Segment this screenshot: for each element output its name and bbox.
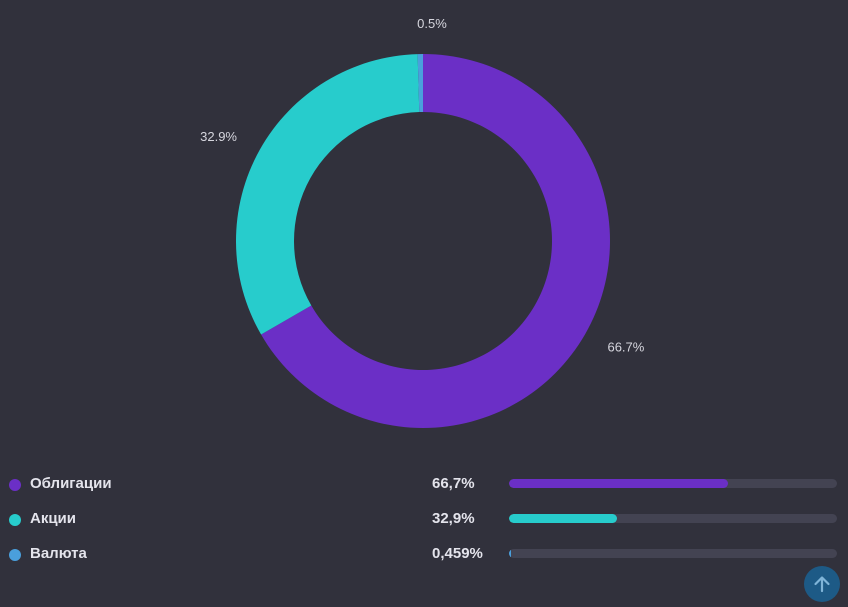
arrow-up-icon <box>814 576 830 593</box>
donut-slice-label-1: 32.9% <box>200 129 237 144</box>
legend-value-currency: 0,459% <box>432 545 483 562</box>
legend-dot-bonds <box>9 479 21 491</box>
legend-value-stocks: 32,9% <box>432 510 475 527</box>
donut-chart: 66.7% 32.9% 0.5% <box>200 16 645 428</box>
donut-slice-label-0: 66.7% <box>607 339 644 354</box>
legend-name-stocks: Акции <box>30 510 77 527</box>
legend-row-bonds[interactable]: Облигации 66,7% <box>0 466 848 502</box>
donut-slice-label-2: 0.5% <box>417 16 447 31</box>
donut-chart-svg: 66.7% 32.9% 0.5% <box>200 16 645 428</box>
legend-dot-currency <box>9 549 21 561</box>
legend-bar-bonds <box>509 479 837 488</box>
legend-row-stocks[interactable]: Акции 32,9% <box>0 501 848 537</box>
legend-fill-currency <box>509 549 511 558</box>
donut-slice-2[interactable] <box>417 54 423 113</box>
legend-fill-stocks <box>509 514 617 523</box>
legend-dot-stocks <box>9 514 21 526</box>
legend-name-bonds: Облигации <box>30 475 112 492</box>
legend-bar-currency <box>509 549 837 558</box>
donut-slice-0[interactable] <box>261 54 610 428</box>
legend-row-currency[interactable]: Валюта 0,459% <box>0 536 848 572</box>
legend-fill-bonds <box>509 479 728 488</box>
scroll-to-top-button[interactable] <box>804 566 840 602</box>
legend-bar-stocks <box>509 514 837 523</box>
legend-name-currency: Валюта <box>30 545 87 562</box>
legend-value-bonds: 66,7% <box>432 475 475 492</box>
donut-slice-1[interactable] <box>236 54 420 335</box>
